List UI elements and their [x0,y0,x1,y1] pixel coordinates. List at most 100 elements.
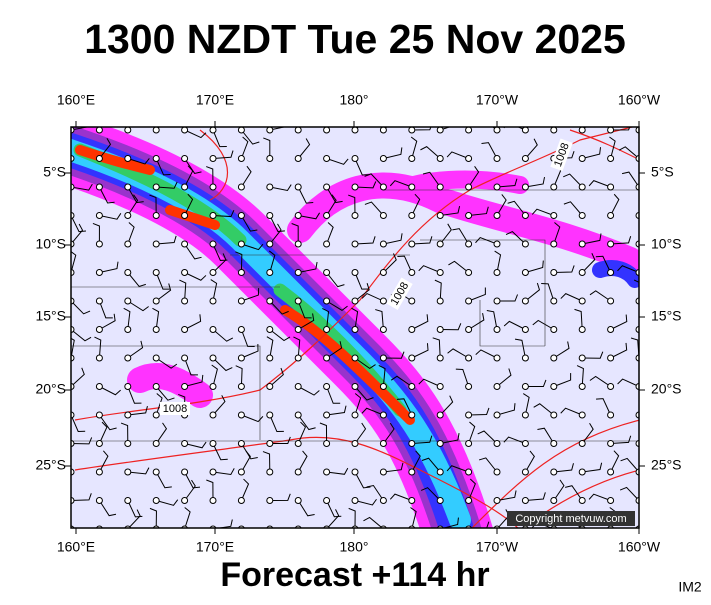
station [209,297,217,305]
wind-barb [496,368,512,387]
wind-barb [481,142,498,159]
station [351,326,359,333]
station [152,297,160,305]
wind-barb [269,215,285,233]
station [465,525,472,528]
wind-barb [212,357,233,372]
wind-barb [155,393,163,416]
wind-barb [348,507,356,528]
lat-label: 10°S [651,236,682,252]
station [436,411,444,419]
station [550,440,558,447]
station [380,525,387,528]
station [351,411,359,419]
station [408,212,416,219]
station [181,183,189,191]
station [152,183,160,191]
wind-barb [553,463,574,473]
station [521,269,529,276]
wind-barb [184,158,202,175]
station [408,240,416,248]
wind-barb [71,215,87,233]
wind-barb [291,223,299,245]
station [209,326,217,333]
wind-barb [155,357,178,369]
station [379,440,387,447]
wind-barb [240,215,258,232]
wind-barb [383,147,403,159]
station [436,183,444,191]
wind-barb [98,186,115,204]
lon-label: 170°E [196,539,234,555]
station [408,411,416,419]
station [465,383,473,390]
station [521,155,529,162]
station [323,383,331,390]
station [607,525,614,528]
station [152,411,160,419]
station [607,240,615,248]
station [578,183,586,191]
station [323,525,330,528]
wind-barb [71,367,85,387]
station [95,497,103,504]
wind-barb [298,212,321,220]
wind-barb [71,300,91,315]
station [124,411,132,419]
station [266,468,274,476]
station [294,326,302,333]
wind-barb [212,253,227,273]
wind-barb [354,393,362,416]
station [408,525,416,528]
station [493,354,501,362]
wind-barb [619,486,639,501]
wind-barb [475,349,498,359]
wind-barb [475,236,498,245]
wind-barb [235,365,243,387]
wind-barb [240,136,249,159]
lat-label: 15°S [651,308,682,324]
station [237,183,245,191]
station [266,354,274,362]
wind-barb [455,368,470,387]
wind-barb [638,414,639,415]
station [124,212,132,219]
station [379,468,387,476]
map-area: Copyright metvuw.com 1008 1008 1008 [71,127,639,528]
station [209,269,217,276]
station [95,183,103,191]
wind-barb [432,337,441,359]
station [209,383,217,390]
station [436,269,444,276]
wind-barb [348,194,356,216]
wind-barb [99,386,121,396]
wind-barb [589,290,611,302]
station [95,440,103,447]
wind-barb [440,127,451,131]
wind-barb [354,357,376,369]
wind-barb [396,398,413,416]
wind-barb [184,193,194,216]
wind-barb [156,181,178,189]
wind-barb [418,265,441,273]
wind-barb [532,319,555,330]
wind-barb [297,414,316,431]
wind-barb [326,300,348,311]
wind-barb [411,450,421,473]
station [607,326,615,333]
station [323,269,331,276]
station [294,440,302,447]
wind-barb [120,422,129,444]
station [294,155,302,162]
wind-barb [184,314,202,330]
wind-barb [596,398,612,416]
station [578,468,586,476]
wind-barb [383,253,397,273]
station [493,212,501,219]
wind-barb [128,509,141,528]
station [493,440,501,447]
wind-barb [610,314,628,330]
wind-barb [269,493,291,501]
wind-barb [565,485,583,501]
wind-barb [127,386,142,404]
